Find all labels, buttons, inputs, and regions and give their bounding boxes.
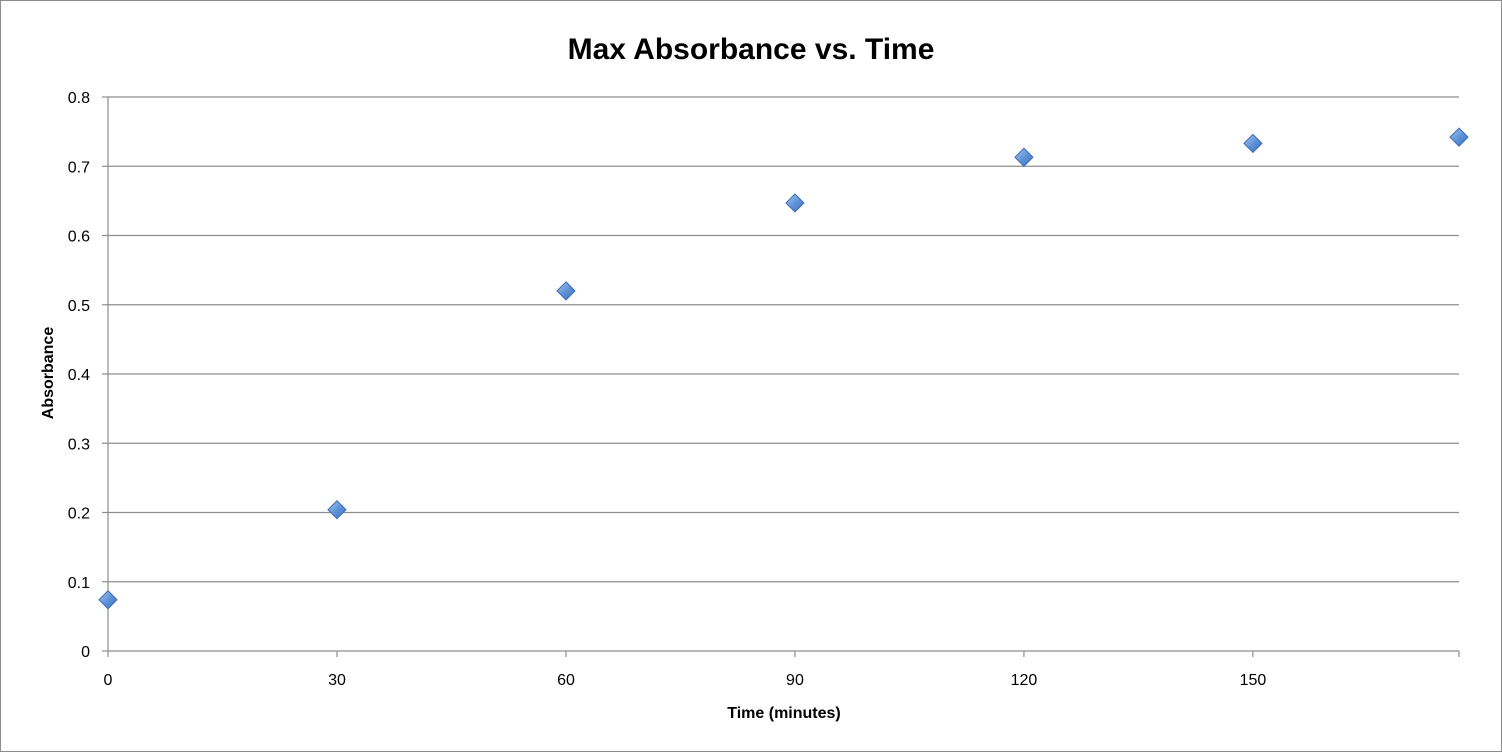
y-tick-label: 0.7 (68, 159, 90, 176)
data-point (1014, 147, 1034, 167)
data-point (98, 590, 118, 610)
chart-title: Max Absorbance vs. Time (568, 33, 935, 66)
gridlines (108, 96, 1459, 583)
data-points (98, 127, 1469, 610)
y-tick-label: 0.6 (68, 229, 90, 246)
x-tick-label: 90 (786, 672, 804, 689)
x-tick-label: 150 (1240, 672, 1267, 689)
x-axis-title: Time (minutes) (727, 705, 841, 722)
y-tick-labels: 0 0.1 0.2 0.3 0.4 0.5 0.6 0.7 0.8 (68, 90, 90, 661)
data-point (785, 193, 805, 213)
y-tick-label: 0.1 (68, 575, 90, 592)
x-tick-label: 60 (557, 672, 575, 689)
y-tick-label: 0.2 (68, 506, 90, 523)
x-tick-labels: 0 30 60 90 120 150 (104, 672, 1267, 689)
y-tick-label: 0.5 (68, 298, 90, 315)
x-tick-label: 120 (1011, 672, 1038, 689)
y-axis-title: Absorbance (40, 327, 57, 420)
y-tick-label: 0 (81, 644, 90, 661)
data-point (556, 281, 576, 301)
data-point (1449, 127, 1469, 147)
x-tick-label: 0 (104, 672, 113, 689)
x-tick-label: 30 (328, 672, 346, 689)
data-point (327, 500, 347, 520)
axes (102, 96, 1460, 657)
data-point (1243, 133, 1263, 154)
y-tick-label: 0.3 (68, 436, 90, 453)
y-tick-label: 0.8 (68, 90, 90, 107)
y-tick-label: 0.4 (68, 367, 90, 384)
